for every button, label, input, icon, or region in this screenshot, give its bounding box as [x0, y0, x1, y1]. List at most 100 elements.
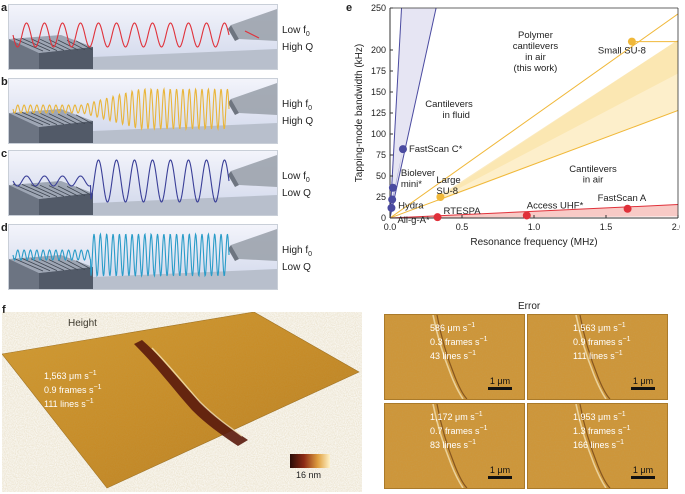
stat-value: 1,172 μm s [430, 412, 475, 422]
resonance-bandwidth-chart: 0.0 0.5 1.0 1.5 2.0 0 25 50 75 100 125 150 175 200 250… [354, 3, 680, 248]
point-label: RTESPA [444, 206, 482, 217]
colorbar-label: 16 nm [296, 470, 322, 480]
stat-value: 111 lines s [573, 351, 615, 361]
stat-value: 43 lines s [430, 351, 469, 361]
point-fluid [387, 203, 396, 212]
point-label: mini* [401, 179, 422, 190]
height-stats: 1,563 μm s−1 0.9 frames s−1 111 lines s−… [44, 368, 102, 410]
panel-c-quality: Low Q [282, 188, 311, 199]
x-tick-label: 1.5 [600, 222, 613, 232]
panel-c-frequency: Low f0 [282, 170, 311, 187]
stat-superscript: −1 [468, 350, 477, 357]
height-stats-speed-sup: −1 [88, 370, 97, 377]
point-polymer [436, 193, 445, 201]
y-tick-label: 125 [371, 108, 386, 118]
stat-superscript: −1 [616, 439, 625, 446]
point-label: SU-8 [436, 186, 458, 197]
stat-value: 0.9 frames s [573, 337, 623, 347]
panel-d-quality: Low Q [282, 262, 311, 273]
speed-text: 1,563 μm s−1 [573, 320, 631, 334]
frequency-text: High f [282, 245, 309, 256]
error-image-4-scalebar: 1 μm [631, 465, 655, 479]
panel-b-frequency: High f0 [282, 98, 313, 115]
point-polymer [627, 37, 636, 46]
point-air [623, 204, 632, 213]
panel-b-wave [12, 87, 230, 131]
error-image-3 [384, 403, 525, 489]
speed-text: 1,172 μm s−1 [430, 409, 488, 423]
frame-rate-text: 0.3 frames s−1 [430, 334, 488, 348]
scale-bar [631, 387, 655, 390]
frequency-text: Low f [282, 171, 306, 182]
height-stats-lines-sup: −1 [85, 398, 94, 405]
error-image-2-stats: 1,563 μm s−1 0.9 frames s−1 111 lines s−1 [573, 320, 631, 362]
frame-rate-text: 1.3 frames s−1 [573, 423, 631, 437]
chart-annotation: Cantilevers [569, 164, 617, 175]
panel-a [8, 4, 278, 70]
line-rate-text: 166 lines s−1 [573, 437, 631, 451]
stat-value: 1,953 μm s [573, 412, 618, 422]
plot-area [390, 8, 678, 218]
panel-c-drawing [9, 155, 277, 215]
error-image-texture [385, 315, 524, 399]
error-image-3-stats: 1,172 μm s−1 0.7 frames s−1 83 lines s−1 [430, 409, 488, 451]
panel-d-drawing [9, 229, 277, 289]
error-image-1-stats: 586 μm s−1 0.3 frames s−1 43 lines s−1 [430, 320, 488, 362]
panel-a-conditions: Low f0 High Q [282, 24, 313, 54]
y-tick-label: 175 [371, 66, 386, 76]
panel-c-wave [12, 159, 230, 203]
chart-annotation: in air [583, 175, 604, 186]
x-tick-label: 1.0 [528, 222, 541, 232]
scale-label: 1 μm [632, 376, 654, 386]
scale-bar [488, 387, 512, 390]
frame-rate-text: 0.9 frames s−1 [573, 334, 631, 348]
frequency-text: Low f [282, 25, 306, 36]
panel-c [8, 150, 278, 216]
point-label: Large [436, 175, 460, 186]
panel-b-label: b [1, 76, 8, 88]
y-tick-label: 0 [381, 213, 386, 223]
height-label: Height [68, 318, 97, 329]
y-axis-label: Tapping-mode bandwidth (kHz) [354, 44, 365, 182]
y-tick-label: 75 [376, 150, 386, 160]
chart-annotation: in air [525, 52, 546, 63]
point-label: All-g-A* [397, 215, 430, 226]
x-tick-label: 0.0 [384, 222, 397, 232]
point-label: FastScan A [598, 193, 647, 204]
point-label: Access UHF* [527, 200, 584, 211]
point-label: Small SU-8 [598, 46, 646, 57]
stat-value: 0.7 frames s [430, 426, 480, 436]
error-image-4 [527, 403, 668, 489]
y-tick-label: 250 [371, 3, 386, 13]
stat-superscript: −1 [617, 322, 626, 329]
frequency-text: High f [282, 99, 309, 110]
stat-superscript: −1 [468, 439, 477, 446]
error-image-texture [528, 404, 667, 488]
point-label: FastScan C* [409, 144, 463, 155]
chart-annotation: in fluid [443, 110, 470, 121]
y-tick-label: 25 [376, 192, 386, 202]
panel-b-quality: High Q [282, 116, 314, 127]
panel-d-conditions: High f0 Low Q [282, 244, 312, 274]
error-image-1-scalebar: 1 μm [488, 376, 512, 390]
point-label: Hydra [398, 201, 424, 212]
panel-d-label: d [1, 222, 8, 234]
panel-d [8, 224, 278, 290]
point-fluid [398, 145, 407, 154]
frame-rate-text: 0.7 frames s−1 [430, 423, 488, 437]
stat-value: 1.3 frames s [573, 426, 623, 436]
chart-annotation: Cantilevers [425, 99, 473, 110]
panel-d-frequency: High f0 [282, 244, 312, 261]
y-tick-label: 50 [376, 171, 386, 181]
height-stats-lines: 111 lines s [44, 399, 86, 409]
frequency-subscript: 0 [308, 251, 313, 258]
error-image-2 [527, 314, 668, 400]
error-image-3-scalebar: 1 μm [488, 465, 512, 479]
error-image-2-scalebar: 1 μm [631, 376, 655, 390]
panel-c-conditions: Low f0 Low Q [282, 170, 311, 200]
line-rate-text: 111 lines s−1 [573, 348, 631, 362]
y-tick-label: 150 [371, 87, 386, 97]
x-axis-label: Resonance frequency (MHz) [470, 237, 597, 248]
stat-superscript: −1 [479, 425, 488, 432]
chart-annotation: Polymer [518, 30, 553, 41]
